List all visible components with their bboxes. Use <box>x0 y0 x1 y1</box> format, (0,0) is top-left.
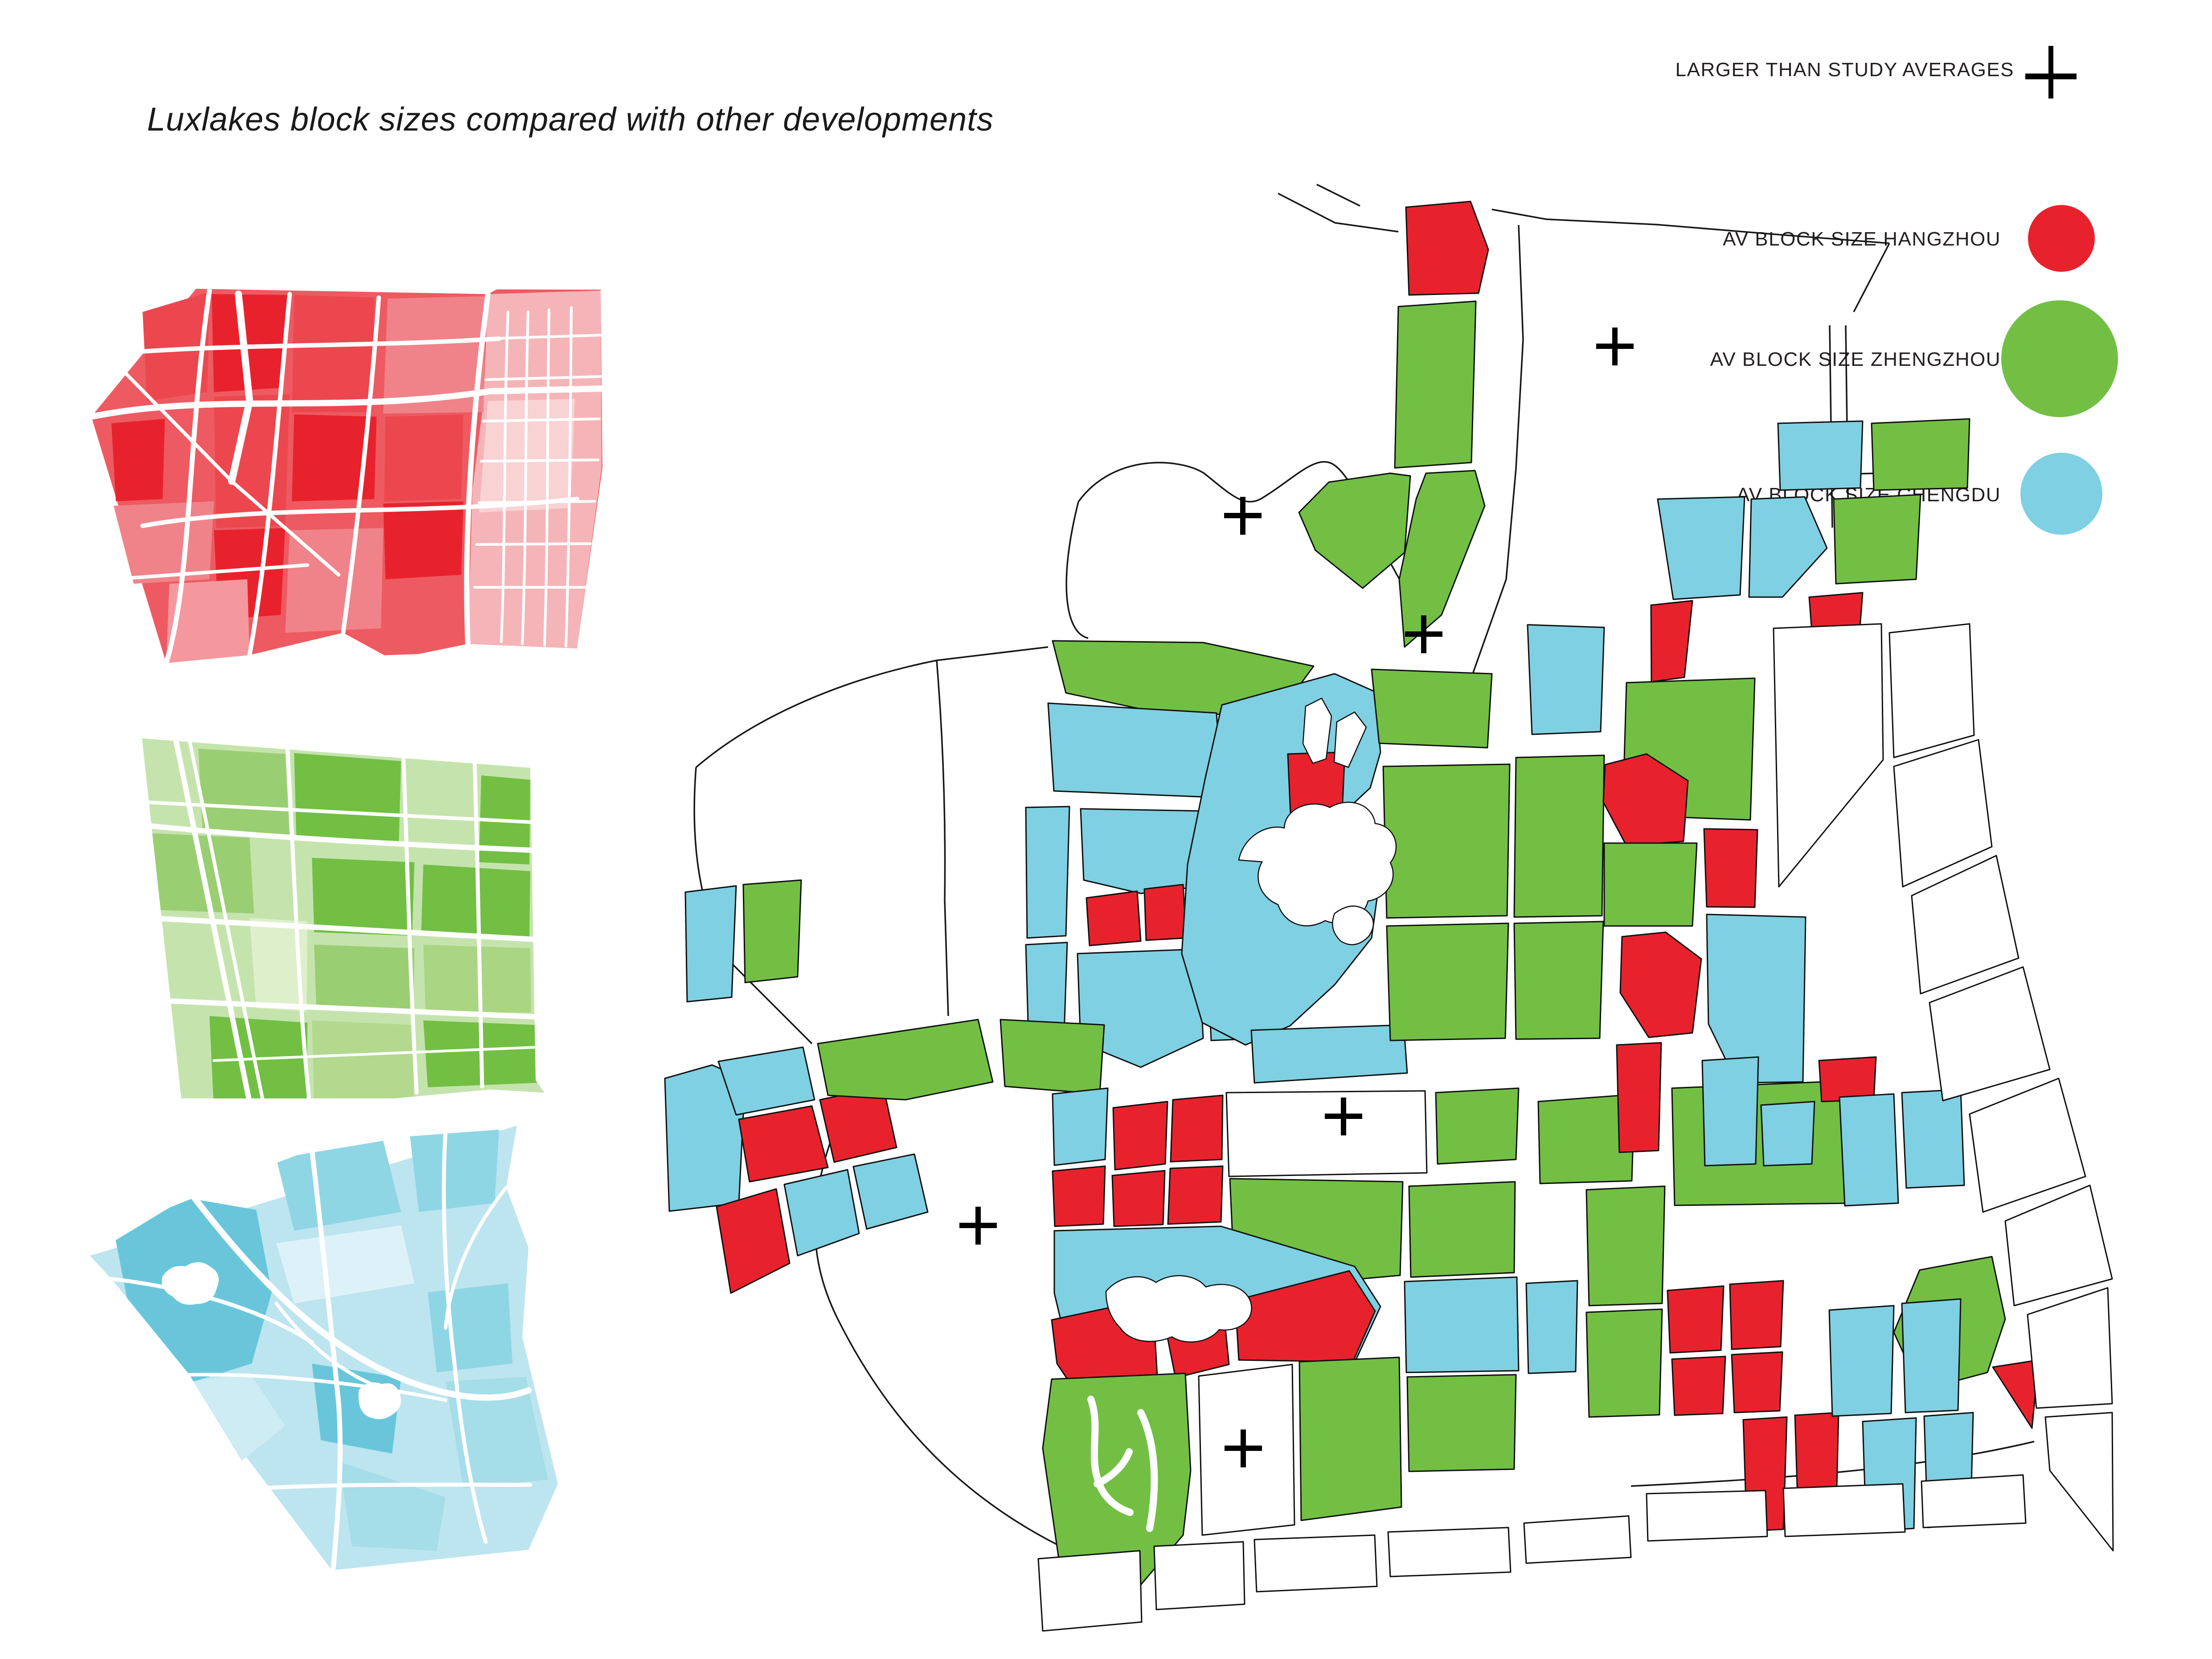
legend-label-zhengzhou: AV BLOCK SIZE ZHENGZHOU <box>1710 348 2001 370</box>
lake-shapes <box>1105 697 1397 1343</box>
river-lines <box>1087 1396 1158 1532</box>
hangzhou-inset-blocks <box>91 288 602 663</box>
legend-larger-than-averages-label: LARGER THAN STUDY AVERAGES <box>1675 59 2014 81</box>
hangzhou-inset-map <box>91 288 602 663</box>
zhengzhou-size-circle <box>2001 300 2118 417</box>
luxlakes-master-plan-map <box>664 184 2114 1632</box>
chengdu-street-lines <box>109 1127 533 1570</box>
plus-icon <box>2025 46 2077 98</box>
chengdu-size-circle <box>2020 453 2102 535</box>
larger-than-average-markers <box>959 328 1634 1467</box>
hangzhou-street-lines <box>91 288 602 663</box>
page-title: Luxlakes block sizes compared with other… <box>147 101 994 138</box>
road-lines <box>693 184 2035 1552</box>
legend-label-hangzhou: AV BLOCK SIZE HANGZHOU <box>1723 228 2001 250</box>
chengdu-inset-map <box>90 1126 558 1570</box>
zhengzhou-inset-map <box>142 736 545 1098</box>
hangzhou-size-circle <box>2028 205 2095 272</box>
zhengzhou-inset-blocks <box>142 736 545 1098</box>
zhengzhou-street-lines <box>142 736 540 1098</box>
chengdu-inset-blocks <box>90 1126 558 1570</box>
city-blocks <box>664 201 2114 1632</box>
